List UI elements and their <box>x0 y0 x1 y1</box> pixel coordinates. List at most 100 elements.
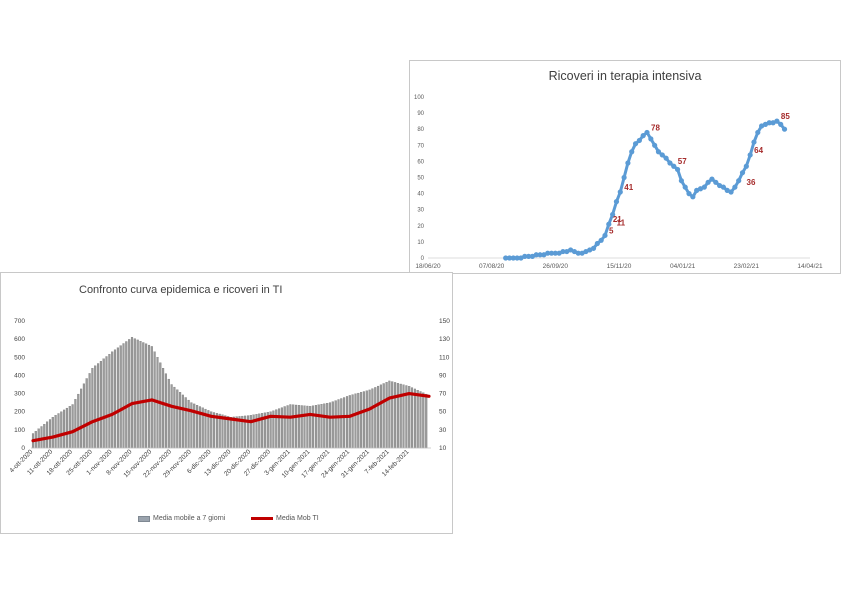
moving-average-bar <box>150 346 153 449</box>
icu-data-point <box>713 179 719 185</box>
legend-label-moving-average: Media mobile a 7 giorni <box>153 515 226 522</box>
moving-average-bar <box>176 389 179 449</box>
icu-annotation-label: 11 <box>617 218 626 227</box>
icu-annotation-label: 36 <box>747 178 756 187</box>
moving-average-bar <box>136 339 139 449</box>
y-right-tick-label: 70 <box>439 391 447 398</box>
icu-data-point <box>781 126 788 132</box>
moving-average-bar <box>377 385 380 449</box>
y-right-tick-label: 90 <box>439 372 447 379</box>
moving-average-bar <box>108 354 111 449</box>
icu-data-point <box>686 191 692 197</box>
icu-data-point <box>606 221 612 227</box>
moving-average-bar <box>184 397 187 449</box>
moving-average-bar <box>391 381 394 449</box>
moving-average-bar <box>51 417 54 449</box>
icu-data-point <box>743 163 749 169</box>
icu-data-point <box>506 255 513 261</box>
moving-average-bar <box>280 407 283 449</box>
moving-average-bar <box>382 383 385 449</box>
icu-data-point <box>655 149 662 155</box>
icu-data-point <box>548 250 555 256</box>
moving-average-bar <box>232 416 235 449</box>
moving-average-bar <box>145 343 148 449</box>
icu-data-point <box>652 142 658 148</box>
icu-chart-plot: 0 10 20 30 40 50 60 70 80 90 100 18/06/20 07/08/20 26… <box>414 95 823 270</box>
moving-average-bar <box>133 338 136 449</box>
y-right-tick-label: 10 <box>439 445 447 452</box>
icu-data-point <box>594 240 600 247</box>
legend-item-icu-average: Media Mob TI <box>251 515 319 522</box>
icu-data-point <box>525 253 532 259</box>
moving-average-bar <box>360 392 363 449</box>
moving-average-bar <box>306 405 309 449</box>
icu-data-point <box>682 184 688 190</box>
icu-data-point <box>701 184 707 190</box>
icu-data-point <box>674 166 681 173</box>
moving-average-bar <box>340 398 343 449</box>
moving-average-bar <box>111 351 114 449</box>
icu-average-line <box>31 392 431 443</box>
icu-data-point <box>736 178 742 184</box>
moving-average-bar <box>343 397 346 449</box>
moving-average-bar <box>91 368 94 449</box>
icu-data-point <box>552 250 558 256</box>
moving-average-bar <box>179 392 182 449</box>
moving-average-bar <box>297 405 300 449</box>
icu-chart-title: Ricoveri in terapia intensiva <box>548 69 702 83</box>
icu-data-point <box>545 250 551 256</box>
y-left-tick-label: 100 <box>14 427 25 434</box>
y-left-tick-label: 400 <box>14 372 25 379</box>
icu-annotation-label: 21 <box>613 215 622 224</box>
moving-average-bar <box>385 382 388 449</box>
moving-average-bar <box>396 383 399 449</box>
icu-data-point <box>522 253 528 259</box>
icu-data-point <box>560 248 566 255</box>
x-tick-label: 26/09/20 <box>543 263 569 270</box>
moving-average-bar <box>314 405 317 449</box>
icu-data-point <box>640 133 646 139</box>
y-tick-label: 0 <box>421 256 425 262</box>
moving-average-bar <box>365 390 368 449</box>
moving-average-bar <box>371 388 374 449</box>
moving-average-bar <box>374 387 377 449</box>
moving-average-bar <box>419 391 422 449</box>
icu-data-point <box>778 121 784 127</box>
icu-data-point <box>705 179 711 185</box>
x-tick-label: 18/06/20 <box>415 263 441 270</box>
icu-data-point <box>510 255 516 261</box>
moving-average-bar <box>300 405 303 449</box>
y-right-tick-label: 50 <box>439 409 447 416</box>
moving-average-bar <box>334 400 337 449</box>
y-left-tick-label: 300 <box>14 391 25 398</box>
icu-chart-panel: Ricoveri in terapia intensiva 0 10 20 30 40 5… <box>409 60 841 274</box>
icu-data-point <box>617 189 623 195</box>
comparison-chart-plot: 0 100 200 300 400 500 600 700 10 30 50 70 90 110 130 15… <box>9 318 451 479</box>
y-left-tick-label: 600 <box>14 336 25 343</box>
moving-average-bar <box>311 405 315 449</box>
moving-average-bar <box>292 404 295 449</box>
moving-average-bar <box>379 384 382 449</box>
legend-swatch-line <box>251 517 273 520</box>
moving-average-bar <box>229 417 233 449</box>
icu-data-point <box>537 252 543 258</box>
icu-data-point <box>732 184 738 190</box>
moving-average-bar <box>85 378 88 449</box>
icu-data-point <box>636 137 642 144</box>
icu-data-point <box>533 252 539 258</box>
icu-data-point <box>610 211 616 218</box>
moving-average-bar <box>181 394 184 449</box>
moving-average-bar <box>345 396 349 449</box>
moving-average-bar <box>388 380 391 449</box>
icu-data-point <box>720 184 727 190</box>
moving-average-bar <box>147 344 151 449</box>
moving-average-bar <box>57 413 60 449</box>
x-tick-label: 14/04/21 <box>797 263 823 270</box>
moving-average-bar <box>122 343 125 449</box>
icu-data-point <box>575 250 581 256</box>
moving-average-bar <box>46 421 49 449</box>
icu-data-point <box>602 232 608 239</box>
moving-average-bar <box>362 391 365 449</box>
moving-average-bar <box>159 362 162 449</box>
x-tick-label: 23/02/21 <box>734 263 760 270</box>
